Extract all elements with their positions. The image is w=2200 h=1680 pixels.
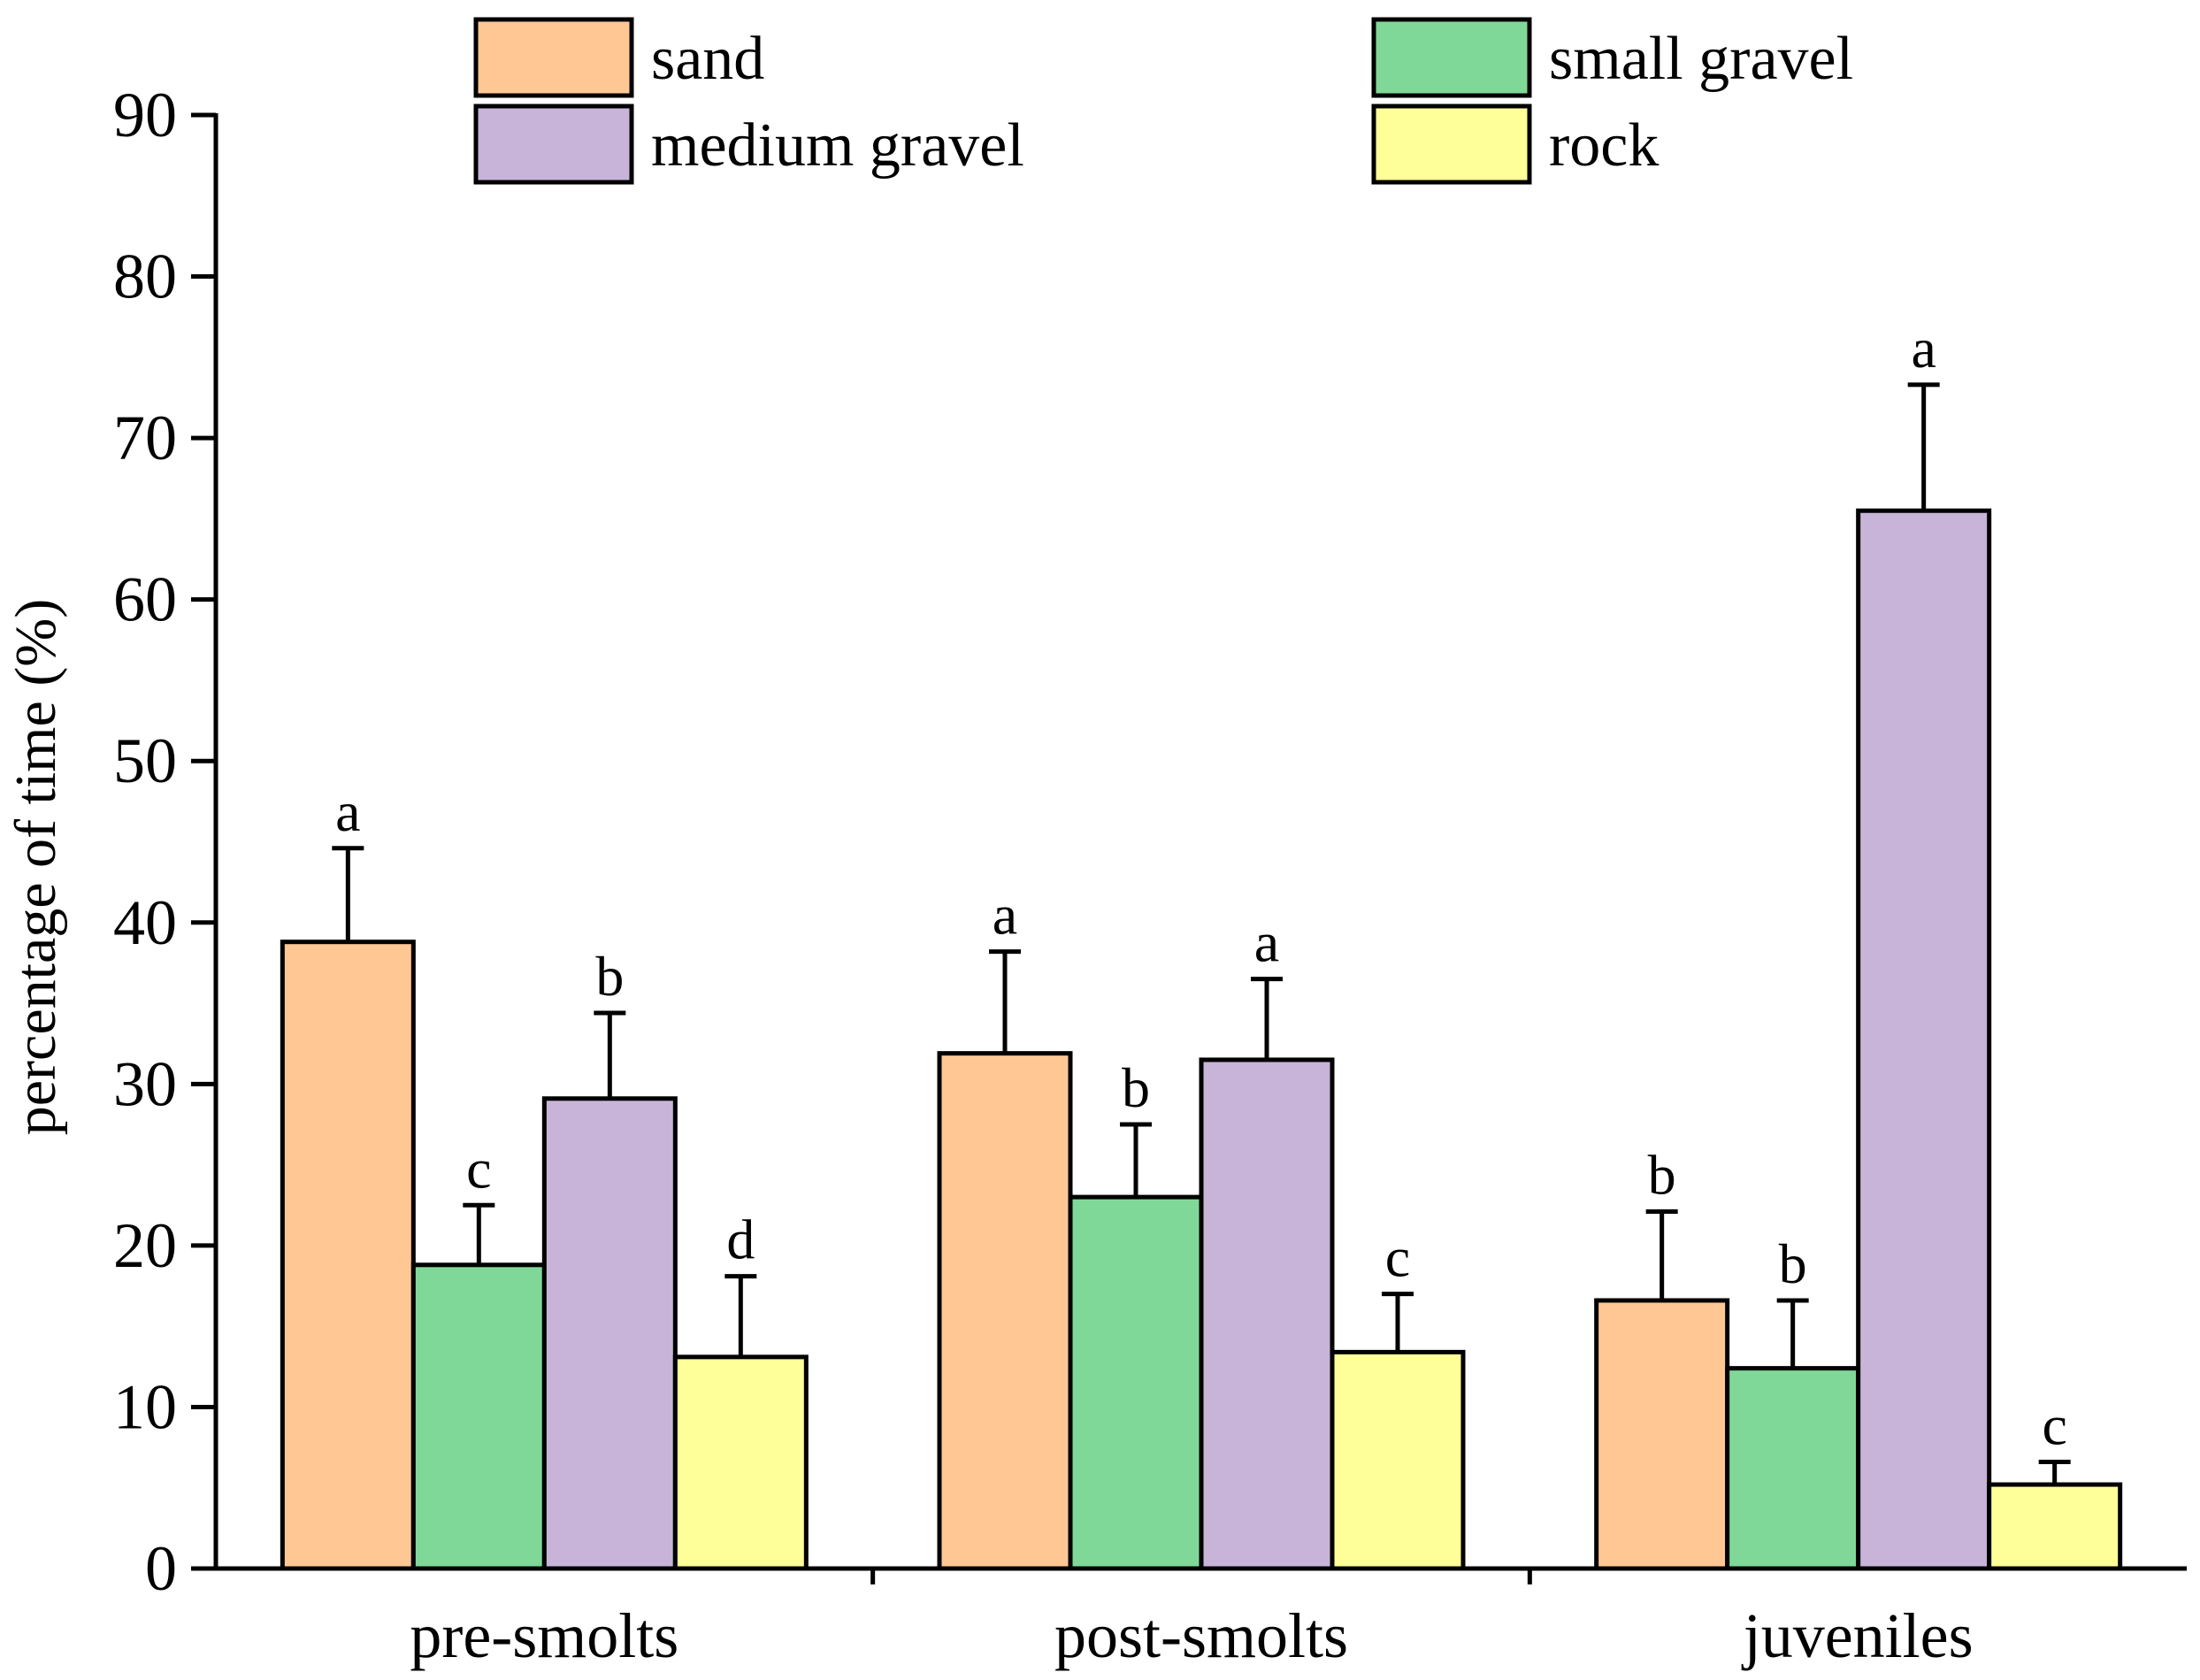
- bar: [1199, 1057, 1335, 1571]
- bar: [1725, 1366, 1861, 1571]
- legend-swatch: [1371, 17, 1532, 98]
- y-tick-label: 80: [113, 242, 177, 312]
- bar: [1987, 1482, 2123, 1571]
- significance-letter: b: [1648, 1144, 1676, 1207]
- y-tick-label: 10: [113, 1371, 177, 1442]
- significance-letter: a: [1254, 911, 1279, 974]
- y-tick-label: 0: [145, 1533, 177, 1604]
- y-tick-label: 50: [113, 725, 177, 796]
- bar: [1068, 1194, 1204, 1571]
- significance-letter: c: [2042, 1394, 2066, 1457]
- y-tick-label: 40: [113, 887, 177, 958]
- significance-letter: a: [993, 884, 1017, 947]
- bar: [280, 940, 416, 1571]
- x-category-label: pre-smolts: [410, 1600, 678, 1671]
- y-tick-label: 70: [113, 403, 177, 473]
- significance-letter: b: [1122, 1056, 1150, 1119]
- legend-swatch: [473, 17, 634, 98]
- significance-letter: a: [335, 780, 360, 843]
- legend-label: rock: [1549, 111, 1659, 180]
- legend-swatch: [1371, 104, 1532, 185]
- y-axis-title: percentage of time (%): [4, 599, 68, 1136]
- bar: [541, 1096, 678, 1571]
- significance-letter: b: [595, 945, 624, 1008]
- axes: 0 10 20 30 40 50 60 70 80 90 pre-smolts post-smolts…: [113, 80, 2187, 1671]
- bar: [937, 1051, 1073, 1571]
- bars: a c b d a b a c b b a c: [280, 317, 2123, 1571]
- y-tick-label: 30: [113, 1048, 177, 1119]
- legend-label: small gravel: [1549, 25, 1853, 93]
- y-tick-label: 90: [113, 80, 177, 150]
- significance-letter: a: [1911, 317, 1936, 380]
- bar: [1594, 1298, 1730, 1571]
- significance-letter: c: [466, 1137, 491, 1200]
- x-category-label: juveniles: [1741, 1600, 1974, 1671]
- legend-label: medium gravel: [651, 111, 1024, 180]
- significance-letter: b: [1779, 1232, 1807, 1295]
- y-tick-label: 20: [113, 1210, 177, 1281]
- y-tick-label: 60: [113, 564, 177, 635]
- x-category-label: post-smolts: [1054, 1600, 1348, 1671]
- bar: [1856, 508, 1992, 1571]
- legend-swatch: [473, 104, 634, 185]
- legend-label: sand: [651, 25, 764, 93]
- legend: sand small gravel medium gravel rock: [473, 17, 1853, 185]
- bar: [1330, 1349, 1466, 1571]
- bar: [410, 1262, 547, 1571]
- significance-letter: c: [1385, 1226, 1410, 1289]
- bar: [672, 1354, 809, 1571]
- significance-letter: d: [726, 1208, 755, 1271]
